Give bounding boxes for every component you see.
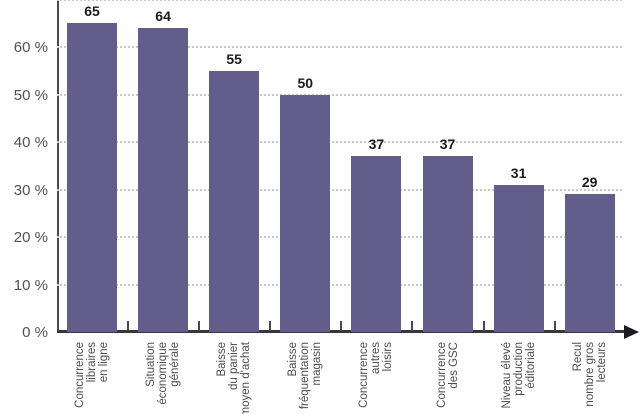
bar: [138, 28, 189, 332]
y-tick-label: 70 %: [2, 0, 48, 4]
y-tick-label: 10 %: [13, 276, 48, 294]
bar-value-label: 65: [84, 3, 100, 20]
category-label: Situation économique générale: [145, 342, 182, 405]
category-label: Recul nombre gros lecteurs: [571, 342, 608, 407]
bar-value-label: 31: [510, 164, 527, 181]
x-axis-line: [57, 330, 627, 333]
x-axis-tick: [553, 321, 556, 331]
bar: [280, 94, 331, 332]
gridline: [57, 188, 622, 191]
bar-value-label: 64: [155, 8, 171, 24]
gridline: [57, 236, 622, 238]
gridline: [57, 0, 622, 1]
x-axis-tick: [198, 321, 201, 331]
category-label: Baisse du panier moyen d'achat: [216, 342, 253, 414]
y-tick-label: 50 %: [13, 86, 48, 104]
x-axis-tick: [482, 321, 485, 331]
x-axis-arrow-icon: [624, 324, 639, 339]
bar: [493, 184, 544, 332]
x-axis-tick: [127, 321, 129, 331]
x-axis-tick: [269, 321, 272, 331]
gridline: [57, 46, 622, 48]
y-tick-label: 20 %: [13, 229, 48, 246]
bar: [67, 23, 117, 332]
bar: [351, 156, 402, 332]
x-axis-tick: [340, 321, 343, 331]
bar: [564, 194, 615, 332]
gridline: [57, 93, 622, 96]
y-tick-label: 40 %: [13, 134, 48, 151]
gridline: [57, 283, 622, 286]
bar-value-label: 37: [368, 136, 385, 153]
category-label: Concurrence autres loisirs: [358, 342, 395, 408]
y-axis-line: [57, 0, 59, 332]
gridline: [57, 141, 622, 143]
bar-value-label: 37: [439, 136, 456, 153]
bar: [422, 156, 473, 332]
y-tick-label: 60 %: [13, 39, 48, 56]
x-axis-tick: [411, 321, 414, 331]
bar-value-label: 55: [226, 50, 242, 67]
bar: [209, 70, 260, 332]
category-label: Baisse fréquentation magasin: [287, 342, 324, 410]
category-label: Concurrence libraires en ligne: [74, 342, 110, 408]
category-label: Concurrence des GSC: [435, 342, 460, 408]
bar-value-label: 50: [297, 74, 314, 91]
category-label: Niveau élevé production éditoriale: [500, 342, 537, 409]
y-tick-label: 30 %: [13, 181, 48, 199]
bar-value-label: 29: [581, 174, 598, 191]
y-tick-label: 0 %: [22, 324, 48, 341]
